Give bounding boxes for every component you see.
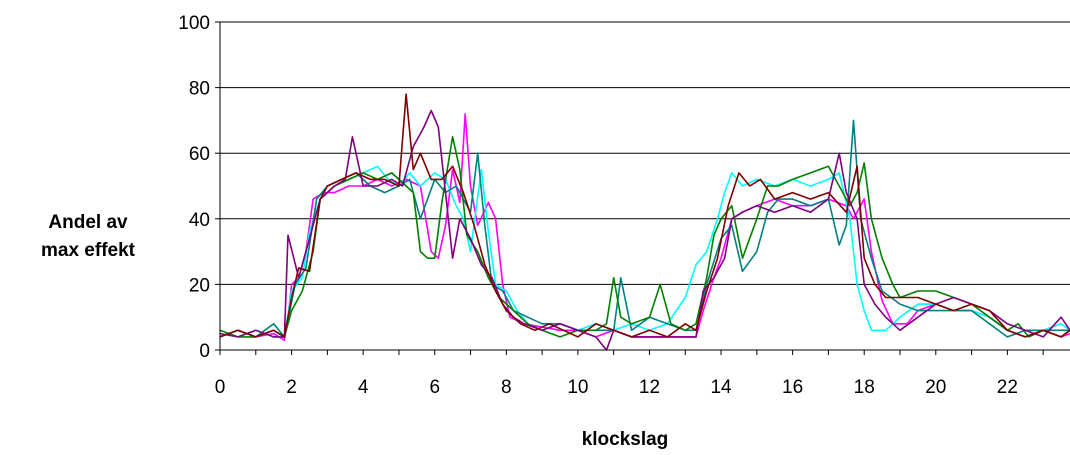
x-tick-label-10: 10 (567, 377, 588, 398)
y-axis-title-line-2: max effekt (41, 240, 136, 261)
series-line-6 (219, 93, 1070, 338)
gridlines (220, 21, 1070, 285)
y-tick-label-0: 0 (199, 341, 210, 362)
x-axis-title: klockslag (582, 429, 669, 450)
series-line-4 (219, 136, 1070, 338)
tick-labels: 0 20 40 60 80 100 0 2 4 6 8 10 12 14 16 18 20 22 (178, 13, 1018, 398)
x-tick-label-0: 0 (215, 377, 226, 398)
x-tick-label-6: 6 (429, 377, 440, 398)
x-tick-label-8: 8 (501, 377, 512, 398)
y-tick-label-60: 60 (189, 144, 210, 165)
x-tick-label-14: 14 (710, 377, 732, 398)
axes (215, 21, 1070, 355)
y-tick-label-80: 80 (189, 79, 210, 100)
x-tick-label-18: 18 (854, 377, 875, 398)
x-tick-label-2: 2 (286, 377, 297, 398)
x-tick-label-20: 20 (925, 377, 946, 398)
x-tick-label-4: 4 (358, 377, 369, 398)
y-axis-title-line-1: Andel av (48, 212, 128, 233)
series-line-5 (219, 109, 1070, 351)
x-tick-label-16: 16 (782, 377, 803, 398)
y-tick-label-40: 40 (189, 210, 210, 231)
y-tick-label-20: 20 (189, 275, 210, 296)
y-tick-label-100: 100 (178, 13, 210, 34)
x-tick-label-12: 12 (639, 377, 660, 398)
x-tick-label-22: 22 (997, 377, 1018, 398)
series-lines (219, 93, 1070, 351)
